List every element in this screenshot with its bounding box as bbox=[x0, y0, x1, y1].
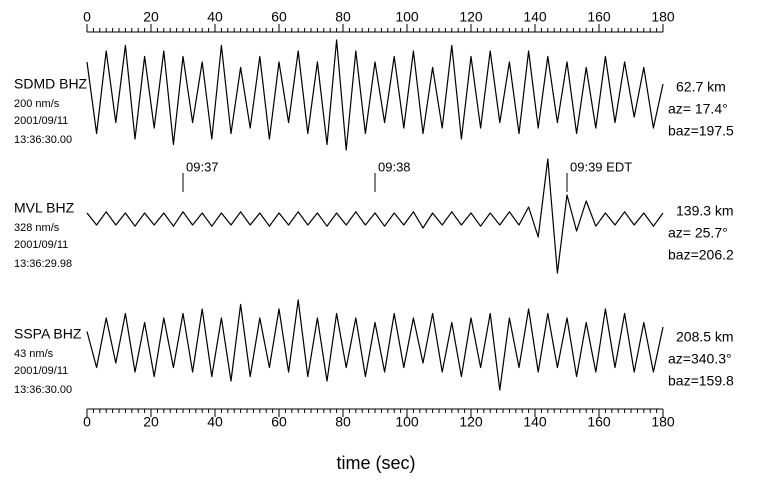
x-tick-label: 80 bbox=[335, 414, 351, 430]
x-tick-label: 0 bbox=[83, 9, 91, 25]
azimuth: az=340.3° bbox=[668, 351, 732, 367]
x-tick-label: 160 bbox=[587, 9, 611, 25]
amplitude: 200 nm/s bbox=[14, 98, 60, 110]
x-tick-label: 20 bbox=[143, 9, 159, 25]
x-tick-label: 40 bbox=[207, 9, 223, 25]
date: 2001/09/11 bbox=[14, 239, 68, 251]
station-name: SSPA BHZ bbox=[14, 326, 82, 342]
x-tick-label: 180 bbox=[651, 414, 675, 430]
amplitude: 328 nm/s bbox=[14, 222, 60, 234]
distance: 139.3 km bbox=[676, 203, 734, 219]
time-marker-label: 09:37 bbox=[186, 159, 219, 174]
back-azimuth: baz=197.5 bbox=[668, 123, 734, 139]
x-tick-label: 140 bbox=[523, 414, 547, 430]
x-tick-label: 100 bbox=[395, 9, 419, 25]
x-tick-label: 0 bbox=[83, 414, 91, 430]
distance: 208.5 km bbox=[676, 329, 734, 345]
x-tick-label: 20 bbox=[143, 414, 159, 430]
x-tick-label: 180 bbox=[651, 9, 675, 25]
date: 2001/09/11 bbox=[14, 365, 68, 377]
date: 2001/09/11 bbox=[14, 115, 68, 127]
x-tick-label: 120 bbox=[459, 414, 483, 430]
seismogram-trace bbox=[86, 158, 664, 274]
station-name: MVL BHZ bbox=[14, 200, 75, 216]
x-tick-label: 120 bbox=[459, 9, 483, 25]
x-tick-label: 80 bbox=[335, 9, 351, 25]
start-time: 13:36:30.00 bbox=[14, 134, 72, 146]
x-tick-label: 60 bbox=[271, 414, 287, 430]
station-name: SDMD BHZ bbox=[14, 76, 88, 92]
time-marker-label: 09:38 bbox=[378, 159, 411, 174]
x-axis-label: time (sec) bbox=[336, 453, 415, 473]
seismogram-trace bbox=[86, 299, 664, 391]
distance: 62.7 km bbox=[676, 79, 726, 95]
x-tick-label: 160 bbox=[587, 414, 611, 430]
x-tick-label: 60 bbox=[271, 9, 287, 25]
azimuth: az= 17.4° bbox=[668, 101, 728, 117]
start-time: 13:36:30.00 bbox=[14, 384, 72, 396]
back-azimuth: baz=159.8 bbox=[668, 373, 734, 389]
x-tick-label: 140 bbox=[523, 9, 547, 25]
seismogram-trace bbox=[86, 39, 664, 151]
time-marker-label: 09:39 EDT bbox=[570, 159, 632, 174]
back-azimuth: baz=206.2 bbox=[668, 247, 734, 263]
x-tick-label: 100 bbox=[395, 414, 419, 430]
x-tick-label: 40 bbox=[207, 414, 223, 430]
azimuth: az= 25.7° bbox=[668, 225, 728, 241]
start-time: 13:36:29.98 bbox=[14, 258, 72, 270]
amplitude: 43 nm/s bbox=[14, 348, 54, 360]
